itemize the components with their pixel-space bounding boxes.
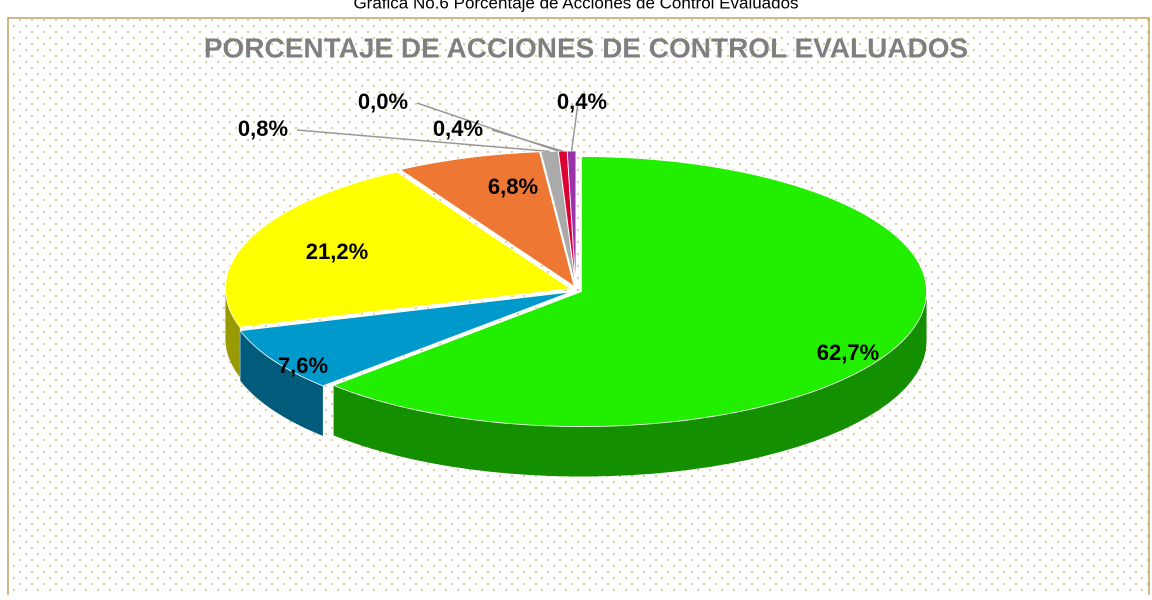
caption: Gráfica No.6 Porcentaje de Acciones de C…: [353, 0, 798, 12]
leader-line: [570, 102, 579, 152]
slice: [332, 156, 927, 427]
data-label: 21,2%: [306, 239, 368, 264]
chart-title: PORCENTAJE DE ACCIONES DE CONTROL EVALUA…: [204, 32, 968, 63]
slice-side: [225, 288, 240, 378]
data-label: 6,8%: [488, 174, 538, 199]
slice: [239, 291, 571, 387]
data-label: 7,6%: [278, 353, 328, 378]
slice-side: [333, 291, 927, 477]
data-label: 0,4%: [433, 116, 483, 141]
slice-side: [240, 330, 323, 436]
data-label: 0,0%: [358, 89, 408, 114]
leader-line: [491, 129, 563, 152]
data-label: 0,4%: [557, 89, 607, 114]
slice: [225, 171, 572, 328]
data-label: 0,8%: [238, 116, 288, 141]
data-label: 62,7%: [817, 340, 879, 365]
leader-line: [296, 129, 550, 153]
slice: [399, 151, 575, 288]
